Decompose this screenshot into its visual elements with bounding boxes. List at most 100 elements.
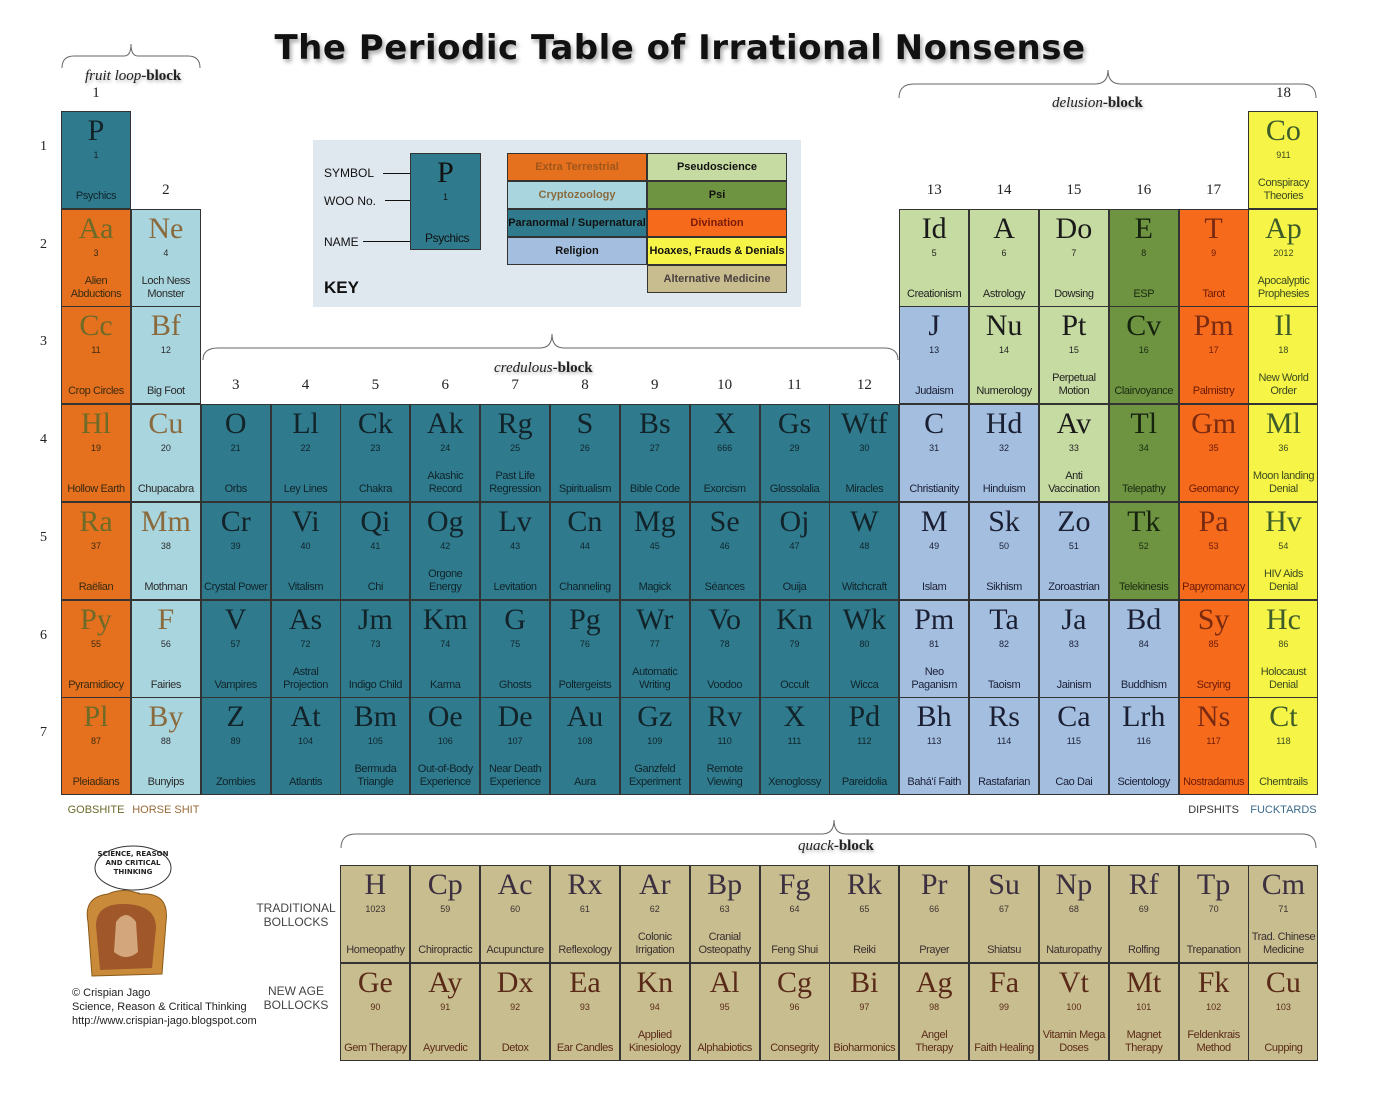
element-cell: M 49 Islam [899,501,970,600]
woo-number: 51 [1068,540,1079,551]
element-name: Scientology [1117,776,1171,789]
element-name: Sikhism [986,580,1022,593]
element-cell: Ra 37 Raëlian [61,501,131,600]
element-symbol: Ra [79,504,113,538]
element-name: Crop Circles [68,385,124,398]
element-name: Chakra [358,483,392,496]
woo-number: 103 [1275,1002,1291,1012]
element-cell: A 6 Astrology [969,208,1040,307]
element-name: Vampires [214,678,257,691]
element-cell: Fg 64 Feng Shui [759,865,830,963]
element-name: Cao Dai [1055,776,1093,789]
woo-number: 54 [1278,540,1289,551]
element-name: Xenoglossy [768,776,821,789]
element-cell: Hl 19 Hollow Earth [61,404,131,503]
woo-number: 55 [90,638,101,649]
element-symbol: Ar [638,868,671,901]
element-name: Judaism [915,385,954,398]
woo-number: 72 [300,638,311,649]
woo-number: 22 [300,443,311,454]
element-name: Buddhism [1120,678,1167,691]
element-name: Bioharmonics [833,1042,896,1054]
element-name: Papyromancy [1182,580,1246,593]
woo-number: 90 [370,1002,381,1012]
element-name: Magnet Therapy [1124,1029,1163,1054]
element-cell: Rv 110 Remote Viewing [689,697,760,796]
woo-number: 26 [579,443,590,454]
element-name: Conspiracy Theories [1257,177,1309,202]
element-name: Akashic Record [427,470,464,496]
element-name: Fairies [150,678,182,691]
element-symbol: Tk [1127,504,1161,538]
element-name: Alien Abductions [70,274,122,300]
element-name: Taoism [987,678,1021,691]
element-symbol: Wr [636,602,674,636]
element-symbol: M [920,504,948,538]
element-symbol: Cp [427,868,463,901]
woo-number: 92 [510,1002,521,1012]
element-name: Islam [922,580,947,593]
element-cell: Gz 109 Ganzfeld Experiment [619,697,690,796]
element-name: Chi [367,580,384,593]
element-symbol: Pd [848,700,881,734]
element-name: Creationism [907,287,962,300]
element-name: Karma [430,678,461,691]
element-cell: Cc 11 Crop Circles [61,306,131,405]
element-symbol: O [224,407,247,441]
woo-number: 112 [857,736,872,747]
element-name: Scrying [1196,678,1231,691]
element-symbol: Km [422,602,468,636]
element-name: Orbs [224,483,248,496]
fruit-loop-block-label: fruit loop-block [85,68,182,84]
group-label: 2 [162,182,170,198]
element-name: Faith Healing [974,1042,1034,1054]
fruit-loop-bracket [61,43,201,69]
element-name: Gem Therapy [344,1042,407,1054]
quack-block-label: quack-block [798,838,874,854]
element-symbol: Bs [638,407,671,441]
element-name: Alphabiotics [697,1042,752,1054]
element-symbol: Lrh [1122,700,1166,734]
group-label: 7 [511,377,519,393]
woo-number: 109 [647,736,663,747]
element-symbol: Bf [150,309,181,343]
woo-number: 73 [370,638,381,649]
woo-number: 89 [230,736,241,747]
woo-number: 71 [1278,904,1289,914]
element-name: Jainism [1056,678,1092,691]
element-name: Prayer [919,944,950,956]
element-cell: Fk 102 Feldenkrais Method [1178,963,1249,1061]
element-symbol: Pm [1193,309,1234,343]
element-name: Palmistry [1192,385,1235,398]
element-cell: Au 108 Aura [549,697,620,796]
woo-number: 82 [999,638,1010,649]
element-symbol: Bp [707,868,743,901]
woo-number: 56 [160,638,171,649]
element-symbol: Bi [850,966,879,999]
legend-item: Extra Terrestrial [507,153,647,181]
element-cell: Bi 97 Bioharmonics [829,963,900,1061]
element-cell: Cu 103 Cupping [1248,963,1319,1061]
legend-item: Religion [507,237,647,265]
element-cell: De 107 Near Death Experience [480,697,551,796]
legend-item: Pseudoscience [647,153,787,181]
element-symbol: Mt [1126,966,1162,999]
element-symbol: Qi [360,504,391,538]
group-label: 9 [651,377,659,393]
page-title: The Periodic Table of Irrational Nonsens… [274,28,1086,68]
element-name: ESP [1133,287,1155,300]
element-cell: O 21 Orbs [200,404,271,503]
element-symbol: Cv [1126,309,1162,343]
element-symbol: A [993,211,1015,245]
element-symbol: Ag [915,966,953,999]
element-name: Ayurvedic [423,1042,468,1054]
element-symbol: Pt [1061,309,1087,343]
element-name: Astrology [982,287,1026,300]
element-cell: Pa 53 Papyromancy [1178,501,1249,600]
woo-number: 116 [1136,736,1151,747]
woo-number: 106 [437,736,453,747]
credit-link[interactable]: http://www.crispian-jago.blogspot.com [72,1015,257,1027]
element-name: Colonic Irrigation [635,931,675,956]
element-cell: Pm 81 Neo Paganism [899,599,970,698]
element-symbol: Cn [567,504,603,538]
